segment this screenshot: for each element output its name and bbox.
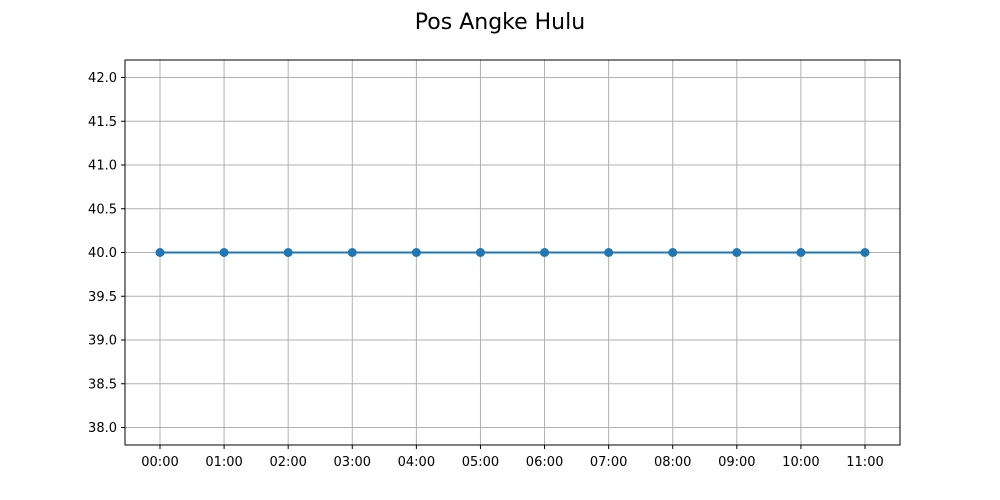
x-tick-label: 08:00 (654, 455, 691, 470)
x-tick-label: 11:00 (846, 455, 883, 470)
y-tick-label: 38.0 (88, 421, 117, 436)
data-point (732, 248, 742, 257)
data-point (860, 248, 870, 257)
x-tick-label: 05:00 (462, 455, 499, 470)
y-tick-label: 38.5 (88, 377, 117, 392)
x-tick-label: 04:00 (398, 455, 435, 470)
data-point (347, 248, 357, 257)
y-tick-label: 40.5 (88, 202, 117, 217)
data-point (475, 248, 485, 257)
series-layer (155, 248, 870, 257)
data-point (155, 248, 165, 257)
x-tick-label: 01:00 (205, 455, 242, 470)
x-tick-label: 07:00 (590, 455, 627, 470)
y-tick-label: 39.5 (88, 290, 117, 305)
y-axis: 38.0 38.5 39.0 39.5 40.0 40.5 41.0 41.5 42.0 (88, 71, 125, 436)
y-tick-label: 41.5 (88, 115, 117, 130)
y-tick-label: 40.0 (88, 246, 117, 261)
y-tick-label: 41.0 (88, 159, 117, 174)
data-point (283, 248, 293, 257)
chart-title: Pos Angke Hulu (415, 10, 585, 35)
data-point (411, 248, 421, 257)
data-point (668, 248, 678, 257)
x-tick-label: 06:00 (526, 455, 563, 470)
data-point (604, 248, 614, 257)
y-tick-label: 42.0 (88, 71, 117, 86)
data-point (540, 248, 550, 257)
x-tick-label: 10:00 (782, 455, 819, 470)
x-tick-label: 03:00 (334, 455, 371, 470)
x-tick-label: 09:00 (718, 455, 755, 470)
x-tick-label: 00:00 (141, 455, 178, 470)
y-tick-label: 39.0 (88, 334, 117, 349)
x-axis: 00:00 01:00 02:00 03:00 04:00 05:00 06:00 07:00… (141, 445, 884, 470)
x-tick-label: 02:00 (269, 455, 306, 470)
data-point (796, 248, 806, 257)
data-point (219, 248, 229, 257)
